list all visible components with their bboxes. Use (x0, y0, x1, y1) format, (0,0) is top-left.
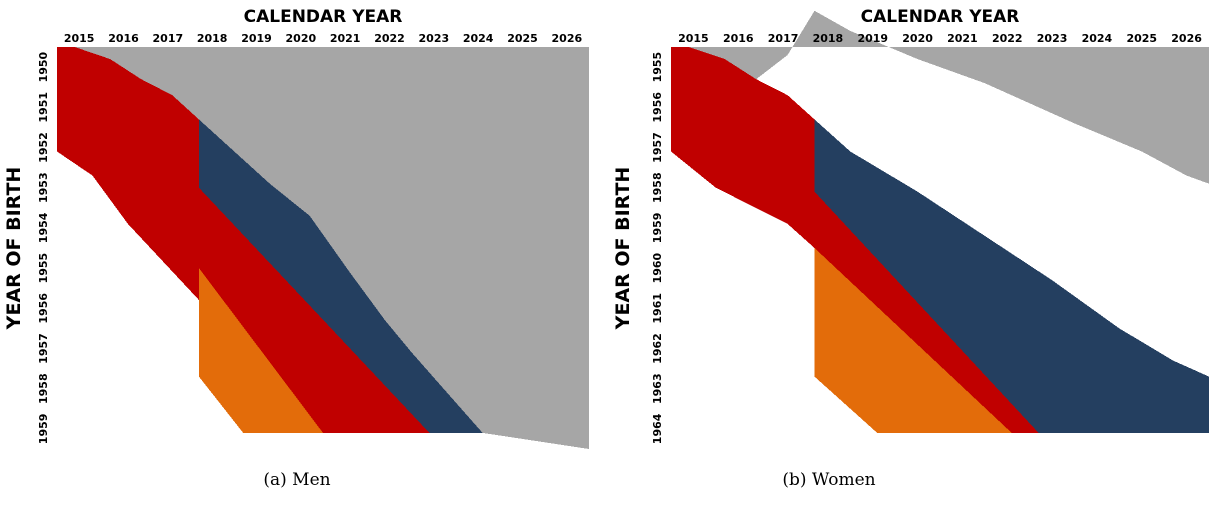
x-tick-label: 2017 (768, 32, 799, 45)
region-1 (57, 47, 430, 433)
x-tick-label: 2022 (374, 32, 405, 45)
y-tick-label: 1956 (37, 293, 50, 324)
y-tick-label: 1950 (37, 51, 50, 82)
x-tick-label: 2021 (330, 32, 361, 45)
chart-men: CALENDAR YEAR 2015 2016 2017 2018 2019 2020 202… (3, 7, 589, 449)
caption-women: (b) Women (782, 470, 876, 490)
y-tick-label: 1952 (37, 132, 50, 163)
y-tick-label: 1959 (37, 414, 50, 445)
x-tick-label: 2018 (197, 32, 228, 45)
x-tick-label: 2023 (1037, 32, 1068, 45)
x-axis-title: CALENDAR YEAR (244, 7, 403, 27)
x-tick-label: 2021 (947, 32, 978, 45)
x-tick-label: 2018 (813, 32, 844, 45)
y-tick-label: 1955 (651, 52, 664, 83)
x-tick-label: 2019 (857, 32, 888, 45)
x-tick-label: 2015 (64, 32, 95, 45)
x-tick-label: 2025 (1126, 32, 1157, 45)
y-tick-label: 1953 (37, 172, 50, 203)
y-tick-label: 1957 (37, 333, 50, 364)
region-2 (814, 119, 1209, 433)
x-tick-label: 2025 (507, 32, 538, 45)
region-3 (198, 268, 323, 433)
x-tick-label: 2024 (463, 32, 494, 45)
x-axis-title: CALENDAR YEAR (861, 7, 1020, 27)
y-tick-label: 1960 (651, 252, 664, 283)
y-tick-label: 1958 (651, 172, 664, 203)
y-tick-label: 1959 (651, 213, 664, 244)
y-axis-title: YEAR OF BIRTH (3, 167, 25, 331)
y-tick-label: 1964 (651, 413, 664, 444)
x-tick-label: 2017 (153, 32, 184, 45)
x-tick-label: 2020 (902, 32, 933, 45)
x-tick-label: 2016 (723, 32, 754, 45)
y-tick-label: 1951 (37, 92, 50, 123)
y-tick-label: 1958 (37, 373, 50, 404)
y-tick-label: 1963 (651, 373, 664, 404)
y-tick-label: 1957 (651, 132, 664, 163)
chart-women: CALENDAR YEAR 2015 2016 2017 2018 2019 2020 202… (612, 7, 1209, 444)
y-tick-label: 1961 (651, 293, 664, 324)
caption-men: (a) Men (263, 470, 331, 490)
x-tick-label: 2020 (286, 32, 317, 45)
x-tick-label: 2023 (419, 32, 450, 45)
y-axis-title: YEAR OF BIRTH (612, 167, 634, 331)
y-tick-label: 1955 (37, 253, 50, 284)
x-tick-label: 2015 (678, 32, 709, 45)
y-tick-label: 1962 (651, 333, 664, 364)
x-tick-label: 2024 (1082, 32, 1113, 45)
x-tick-label: 2019 (241, 32, 272, 45)
region-0 (688, 10, 1209, 184)
region-2 (198, 119, 483, 433)
x-tick-label: 2026 (1171, 32, 1202, 45)
panel-women: CALENDAR YEAR 2015 2016 2017 2018 2019 2020 202… (609, 0, 1209, 506)
panel-men: CALENDAR YEAR 2015 2016 2017 2018 2019 2020 202… (0, 0, 600, 506)
region-3 (814, 248, 1012, 433)
region-1 (671, 47, 1039, 433)
region-0 (74, 47, 589, 449)
x-tick-label: 2026 (552, 32, 583, 45)
y-tick-label: 1954 (37, 212, 50, 243)
y-tick-label: 1956 (651, 92, 664, 123)
x-tick-label: 2022 (992, 32, 1023, 45)
x-tick-label: 2016 (108, 32, 139, 45)
